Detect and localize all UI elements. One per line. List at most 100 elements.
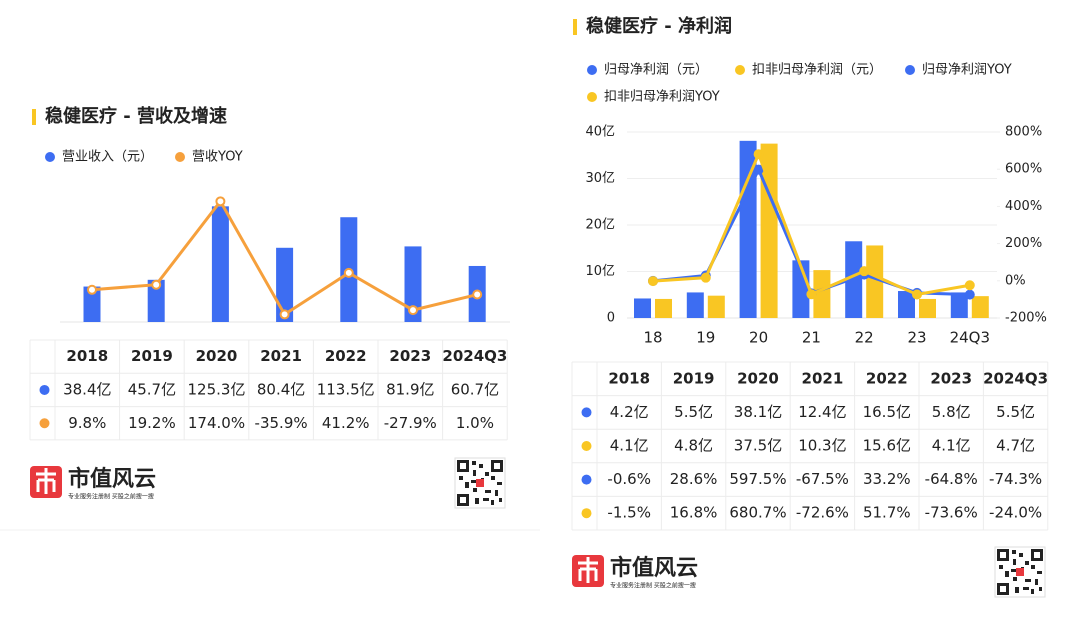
line-point <box>806 289 817 300</box>
legend-label: 扣非归母净利润（元） <box>752 63 882 78</box>
brand-name: 市值风云 <box>68 466 156 492</box>
table-cell: -0.6% <box>607 470 651 488</box>
line-point <box>912 289 922 300</box>
bar <box>971 296 989 318</box>
line-point <box>472 289 483 300</box>
line-point <box>753 164 764 175</box>
bar <box>634 298 651 318</box>
line-point <box>408 305 418 316</box>
line-point <box>648 276 658 287</box>
table-cell: 4.1亿 <box>932 437 971 455</box>
x-tick-label: 23 <box>907 329 926 347</box>
line-point <box>215 196 226 207</box>
bar <box>83 286 101 322</box>
line-point <box>964 289 975 300</box>
x-tick-label: 18 <box>643 329 662 347</box>
table-cell: 33.2% <box>863 470 911 488</box>
table-header: 2021 <box>260 347 302 365</box>
line-point <box>279 309 290 320</box>
line-point <box>700 272 711 283</box>
table-header: 2022 <box>325 347 367 365</box>
line-point <box>343 267 354 278</box>
bar <box>898 291 915 318</box>
y-tick-label: 40亿 <box>585 125 615 140</box>
table-cell: 113.5亿 <box>317 380 375 398</box>
bar <box>707 295 725 318</box>
table-header: 2023 <box>930 369 972 387</box>
y-tick-label: 20亿 <box>585 218 615 233</box>
bar <box>813 270 831 318</box>
legend-swatch <box>45 152 55 162</box>
table-header: 2018 <box>66 347 108 365</box>
legend-label: 营业收入（元） <box>62 150 153 165</box>
bar <box>655 298 672 318</box>
line-point <box>859 266 870 277</box>
table-cell: 9.8% <box>68 414 106 432</box>
line-point <box>753 149 764 160</box>
qr-code <box>994 546 1046 598</box>
table-header: 2020 <box>737 369 779 387</box>
table-cell: 16.8% <box>670 504 718 522</box>
bar <box>919 298 936 318</box>
table-cell: 60.7亿 <box>451 380 499 398</box>
brand-logo <box>30 466 62 498</box>
table-cell: 4.8亿 <box>674 437 713 455</box>
table-cell: -27.9% <box>384 414 437 432</box>
table-cell: -35.9% <box>255 414 308 432</box>
legend-swatch <box>175 152 185 162</box>
table-cell: 597.5% <box>729 470 786 488</box>
brand-logo <box>572 555 604 587</box>
table-header: 2019 <box>131 347 173 365</box>
table-header: 2019 <box>673 369 715 387</box>
table-cell: 10.3亿 <box>798 437 846 455</box>
table-cell: 38.1亿 <box>734 403 782 421</box>
row-marker <box>581 474 592 485</box>
table-cell: 5.5亿 <box>674 403 713 421</box>
row-marker <box>39 384 50 395</box>
table-cell: 51.7% <box>863 504 911 522</box>
y-tick-label: 30亿 <box>585 171 615 186</box>
table-header: 2024Q3 <box>983 369 1048 387</box>
brand-tagline: 专业服务注册制 买股之前搜一搜 <box>610 582 696 590</box>
y-tick-label: 0 <box>607 311 615 326</box>
qr-code <box>454 457 506 509</box>
legend-swatch <box>735 65 745 75</box>
table-cell: 4.2亿 <box>610 403 649 421</box>
table-cell: -1.5% <box>607 504 651 522</box>
row-marker <box>39 418 50 429</box>
bar <box>147 279 165 322</box>
table-cell: 37.5亿 <box>734 437 782 455</box>
line-point <box>87 284 97 295</box>
table-cell: -72.6% <box>796 504 849 522</box>
chart-title: 稳健医疗 - 营收及增速 <box>45 105 227 127</box>
x-tick-label: 22 <box>855 329 874 347</box>
table-cell: 680.7% <box>729 504 786 522</box>
table-cell: 81.9亿 <box>386 380 434 398</box>
table-cell: 16.5亿 <box>863 403 911 421</box>
table-cell: -73.6% <box>925 504 978 522</box>
legend-label: 扣非归母净利润YOY <box>604 90 720 105</box>
table-cell: -67.5% <box>796 470 849 488</box>
y2-tick-label: 200% <box>1005 236 1042 251</box>
row-marker <box>581 508 592 519</box>
table-cell: 1.0% <box>456 414 494 432</box>
table-cell: 19.2% <box>128 414 176 432</box>
legend-label: 营收YOY <box>192 150 243 165</box>
bar <box>866 245 884 318</box>
table-cell: 41.2% <box>322 414 370 432</box>
legend-label: 归母净利润YOY <box>922 63 1012 78</box>
table-cell: 15.6亿 <box>863 437 911 455</box>
chart-title: 稳健医疗 - 净利润 <box>586 15 732 37</box>
legend-swatch <box>905 65 915 75</box>
table-cell: 4.1亿 <box>610 437 649 455</box>
table-cell: 5.8亿 <box>932 403 971 421</box>
bar <box>686 292 704 318</box>
y2-tick-label: 0% <box>1005 273 1026 288</box>
x-tick-label: 20 <box>749 329 768 347</box>
y2-tick-label: 600% <box>1005 162 1042 177</box>
line-point <box>151 279 162 290</box>
legend-label: 归母净利润（元） <box>604 63 708 78</box>
row-marker <box>581 441 592 451</box>
table-header: 2023 <box>389 347 431 365</box>
